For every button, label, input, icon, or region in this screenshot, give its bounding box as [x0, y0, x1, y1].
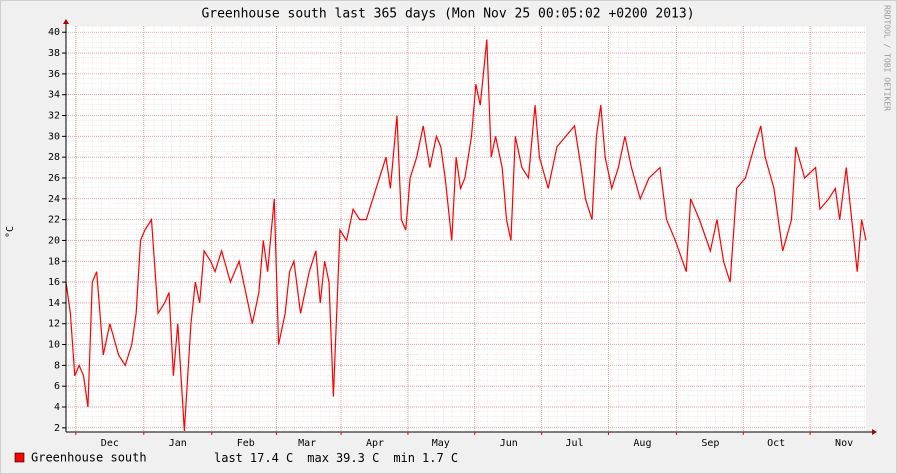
x-tick-label: Jan [169, 438, 187, 449]
y-tick-label: 6 [54, 381, 60, 392]
y-tick-label: 2 [54, 423, 60, 434]
y-tick-label: 8 [54, 360, 60, 371]
x-tick-label: Nov [835, 438, 853, 449]
y-tick-label: 24 [48, 194, 60, 205]
x-tick-label: Mar [298, 438, 316, 449]
x-arrow [872, 429, 877, 435]
stat: max [307, 451, 329, 465]
stat: last [214, 451, 243, 465]
chart-title: Greenhouse south last 365 days (Mon Nov … [201, 7, 694, 22]
y-tick-label: 40 [48, 27, 60, 38]
legend-swatch [14, 452, 25, 463]
y-tick-label: 10 [48, 340, 60, 351]
y-tick-label: 18 [48, 256, 60, 267]
y-tick-label: 26 [48, 173, 60, 184]
stat: 39.3 C [336, 451, 379, 465]
y-tick-label: 12 [48, 319, 60, 330]
minor-grid [66, 26, 866, 432]
stat: 1.7 C [422, 451, 458, 465]
x-tick-label: Jun [500, 438, 518, 449]
y-arrow [63, 19, 69, 24]
x-tick-label: Apr [366, 438, 384, 449]
stat: 17.4 C [250, 451, 293, 465]
x-tick-label: Dec [101, 438, 119, 449]
y-tick-label: 22 [48, 215, 60, 226]
legend-label: Greenhouse south [31, 451, 147, 465]
y-tick-label: 36 [48, 69, 60, 80]
y-axis-label: °C [5, 226, 16, 238]
y-tick-label: 16 [48, 277, 60, 288]
series-line [65, 39, 867, 431]
y-tick-label: 28 [48, 152, 60, 163]
x-tick-label: Aug [633, 438, 651, 449]
y-tick-label: 14 [48, 298, 60, 309]
x-tick-label: Jul [565, 438, 583, 449]
marks [65, 39, 867, 431]
x-tick-label: Sep [701, 438, 719, 449]
stat: min [393, 451, 415, 465]
y-tick-label: 38 [48, 48, 60, 59]
y-tick-label: 32 [48, 111, 60, 122]
y-tick-label: 4 [54, 402, 60, 413]
legend-stats: last 17.4 C max 39.3 C min 1.7 C [214, 451, 458, 465]
x-tick-label: Feb [237, 438, 255, 449]
y-tick-label: 34 [48, 90, 60, 101]
watermark: RRDTOOL / TOBI OETIKER [883, 5, 892, 111]
x-tick-label: Oct [767, 438, 785, 449]
y-tick-label: 30 [48, 131, 60, 142]
x-tick-label: May [432, 438, 450, 449]
y-tick-label: 20 [48, 235, 60, 246]
